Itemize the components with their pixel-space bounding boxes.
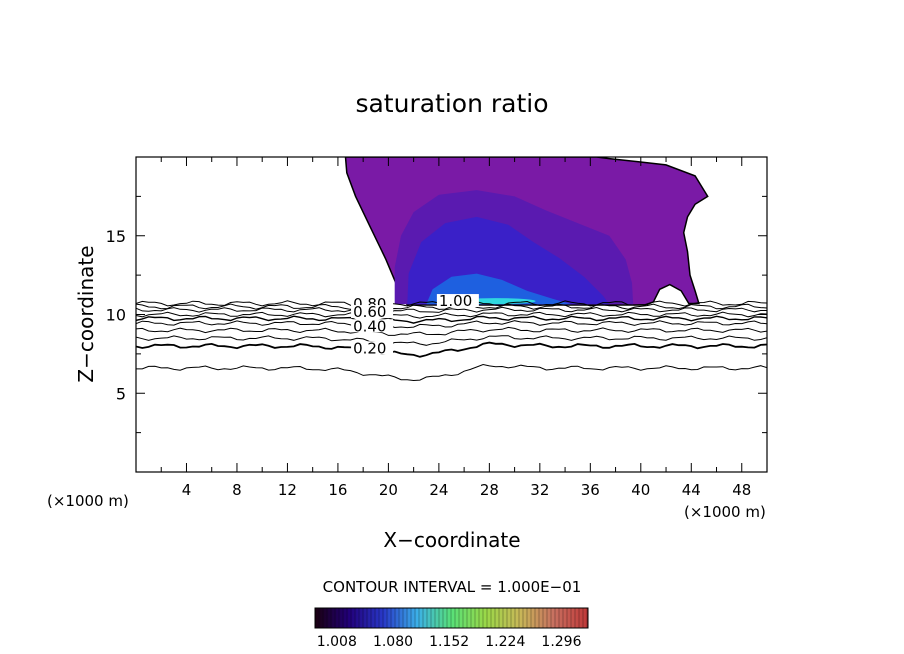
x-tick-label: 24 [429,481,448,499]
colorbar-ticks: 1.008 1.080 1.152 1.224 1.296 [317,608,588,650]
x-tick-label: 32 [530,481,549,499]
colorbar-tick-label: 1.080 [373,634,413,650]
contour-label-bg [436,294,479,308]
y-tick-label: 5 [116,384,126,403]
x-tick-label: 16 [328,481,347,499]
contour-line [136,311,767,319]
contour-line [136,341,767,358]
contour-label: 0.60 [353,303,386,321]
colorbar-tick-label: 1.152 [429,634,469,650]
contour-line [136,320,767,329]
contour-label-bg [351,305,394,319]
contour-label: 1.00 [439,292,472,310]
x-unit-left: (×1000 m) [47,492,129,510]
x-axis-ticks: 4 8 12 16 20 24 28 32 36 40 44 48 [160,157,751,499]
x-tick-label: 20 [379,481,398,499]
contour-line [136,335,767,346]
x-tick-label: 44 [682,481,701,499]
colorbar [314,607,589,629]
contour-labels: 0.800.600.400.201.00 [351,292,479,357]
colorbar-tick-label: 1.296 [541,634,581,650]
x-tick-label: 4 [182,481,192,499]
x-tick-label: 36 [581,481,600,499]
contour-label: 0.40 [353,317,386,335]
y-axis-label: Z−coordinate [74,245,98,382]
x-tick-label: 12 [278,481,297,499]
x-tick-label: 40 [631,481,650,499]
colorbar-tick-label: 1.224 [485,634,525,650]
contour-line [136,306,767,314]
x-tick-label: 8 [232,481,242,499]
contour-interval-note: CONTOUR INTERVAL = 1.000E−01 [323,578,582,596]
cloud-fill-region [344,157,709,306]
x-tick-label: 48 [732,481,751,499]
y-axis-ticks: 5 10 15 [106,195,767,434]
contour-label-bg [351,319,394,333]
y-tick-label: 10 [106,306,126,325]
x-unit-right: (×1000 m) [684,503,766,521]
chart-title: saturation ratio [355,89,548,118]
contour-line [136,363,767,382]
contour-label-bg [351,341,394,355]
x-tick-label: 28 [480,481,499,499]
contour-lines [136,300,767,382]
contour-line [136,315,767,324]
colorbar-tick-label: 1.008 [317,634,357,650]
contour-line [136,326,767,336]
contour-label: 0.20 [353,339,386,357]
x-axis-label: X−coordinate [383,528,520,552]
y-tick-label: 15 [106,227,126,246]
